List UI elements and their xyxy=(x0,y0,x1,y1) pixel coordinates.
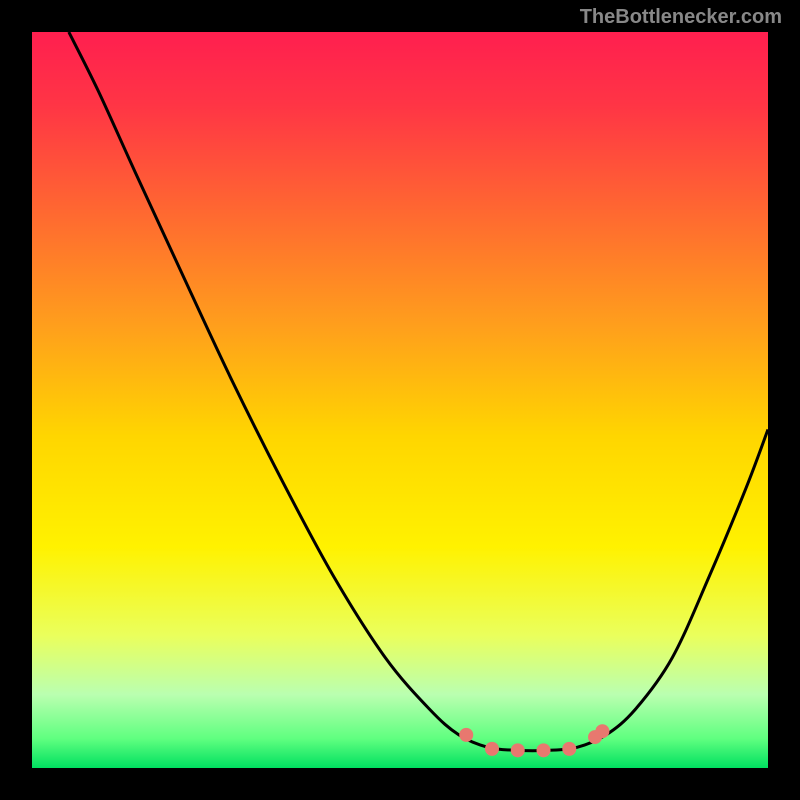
watermark-text: TheBottlenecker.com xyxy=(580,6,782,29)
optimal-marker xyxy=(511,743,525,757)
optimal-marker xyxy=(562,742,576,756)
optimal-marker xyxy=(595,724,609,738)
optimal-marker xyxy=(537,743,551,757)
plot-svg xyxy=(32,32,768,768)
optimal-marker xyxy=(485,742,499,756)
optimal-marker xyxy=(459,728,473,742)
chart-container: TheBottlenecker.com xyxy=(0,0,800,800)
gradient-background xyxy=(32,32,768,768)
